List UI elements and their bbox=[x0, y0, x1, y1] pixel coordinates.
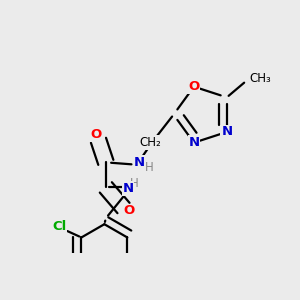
Text: O: O bbox=[90, 128, 101, 142]
Text: O: O bbox=[188, 80, 200, 93]
Text: N: N bbox=[134, 156, 145, 169]
Text: N: N bbox=[221, 125, 233, 139]
Text: O: O bbox=[124, 204, 135, 218]
Text: N: N bbox=[122, 182, 134, 195]
Text: N: N bbox=[188, 136, 200, 149]
Text: CH₂: CH₂ bbox=[140, 136, 161, 149]
Text: Cl: Cl bbox=[52, 220, 67, 233]
Text: H: H bbox=[145, 161, 154, 174]
Text: H: H bbox=[129, 177, 138, 190]
Text: CH₃: CH₃ bbox=[250, 72, 271, 85]
